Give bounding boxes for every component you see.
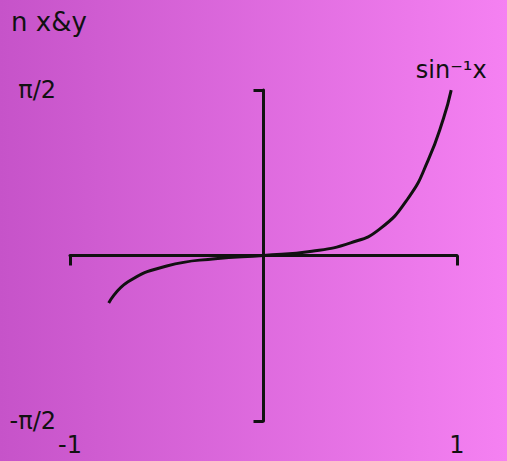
svg-text:π/2: π/2 (18, 76, 56, 104)
svg-text:sin⁻¹x: sin⁻¹x (416, 56, 487, 84)
svg-text:n x&y: n x&y (11, 7, 87, 37)
svg-text:1: 1 (449, 431, 464, 459)
svg-text:-π/2: -π/2 (10, 407, 56, 435)
svg-text:-1: -1 (58, 431, 82, 459)
